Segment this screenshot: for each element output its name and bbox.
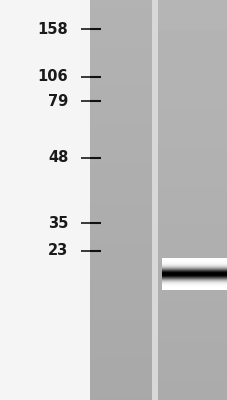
Text: 79: 79 <box>48 94 68 109</box>
Bar <box>151 0 158 400</box>
Text: 48: 48 <box>48 150 68 166</box>
Text: 106: 106 <box>38 69 68 84</box>
Text: 35: 35 <box>48 216 68 231</box>
Text: 23: 23 <box>48 243 68 258</box>
Bar <box>0 0 90 400</box>
Text: 158: 158 <box>37 22 68 37</box>
